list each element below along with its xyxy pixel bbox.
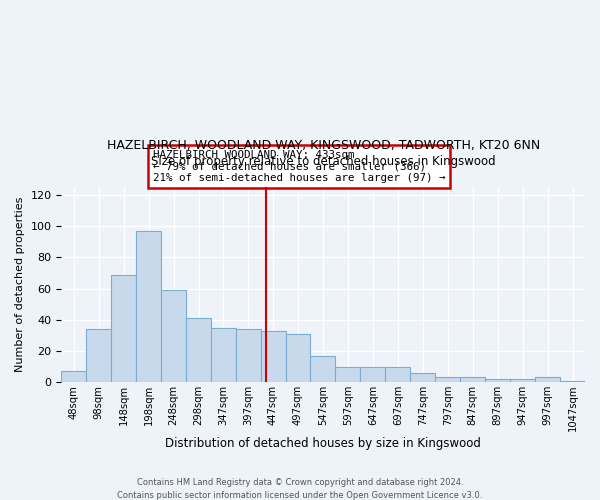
Bar xyxy=(385,366,410,382)
X-axis label: Distribution of detached houses by size in Kingswood: Distribution of detached houses by size … xyxy=(165,437,481,450)
Bar xyxy=(560,380,585,382)
Bar xyxy=(161,290,186,382)
Bar xyxy=(310,356,335,382)
Bar xyxy=(86,329,112,382)
Bar xyxy=(535,378,560,382)
Bar xyxy=(435,378,460,382)
Bar xyxy=(112,274,136,382)
Bar xyxy=(186,318,211,382)
Bar xyxy=(211,328,236,382)
Bar xyxy=(335,366,361,382)
Bar xyxy=(136,231,161,382)
Bar xyxy=(460,378,485,382)
Y-axis label: Number of detached properties: Number of detached properties xyxy=(15,197,25,372)
Bar xyxy=(361,366,385,382)
Text: Contains HM Land Registry data © Crown copyright and database right 2024.
Contai: Contains HM Land Registry data © Crown c… xyxy=(118,478,482,500)
Text: HAZELBIRCH WOODLAND WAY: 433sqm
← 79% of detached houses are smaller (366)
21% o: HAZELBIRCH WOODLAND WAY: 433sqm ← 79% of… xyxy=(153,150,446,184)
Text: Size of property relative to detached houses in Kingswood: Size of property relative to detached ho… xyxy=(151,155,496,168)
Bar xyxy=(510,379,535,382)
Bar xyxy=(485,379,510,382)
Bar xyxy=(236,329,260,382)
Bar xyxy=(61,372,86,382)
Text: HAZELBIRCH, WOODLAND WAY, KINGSWOOD, TADWORTH, KT20 6NN: HAZELBIRCH, WOODLAND WAY, KINGSWOOD, TAD… xyxy=(107,139,540,152)
Bar xyxy=(286,334,310,382)
Bar xyxy=(260,330,286,382)
Bar xyxy=(410,373,435,382)
